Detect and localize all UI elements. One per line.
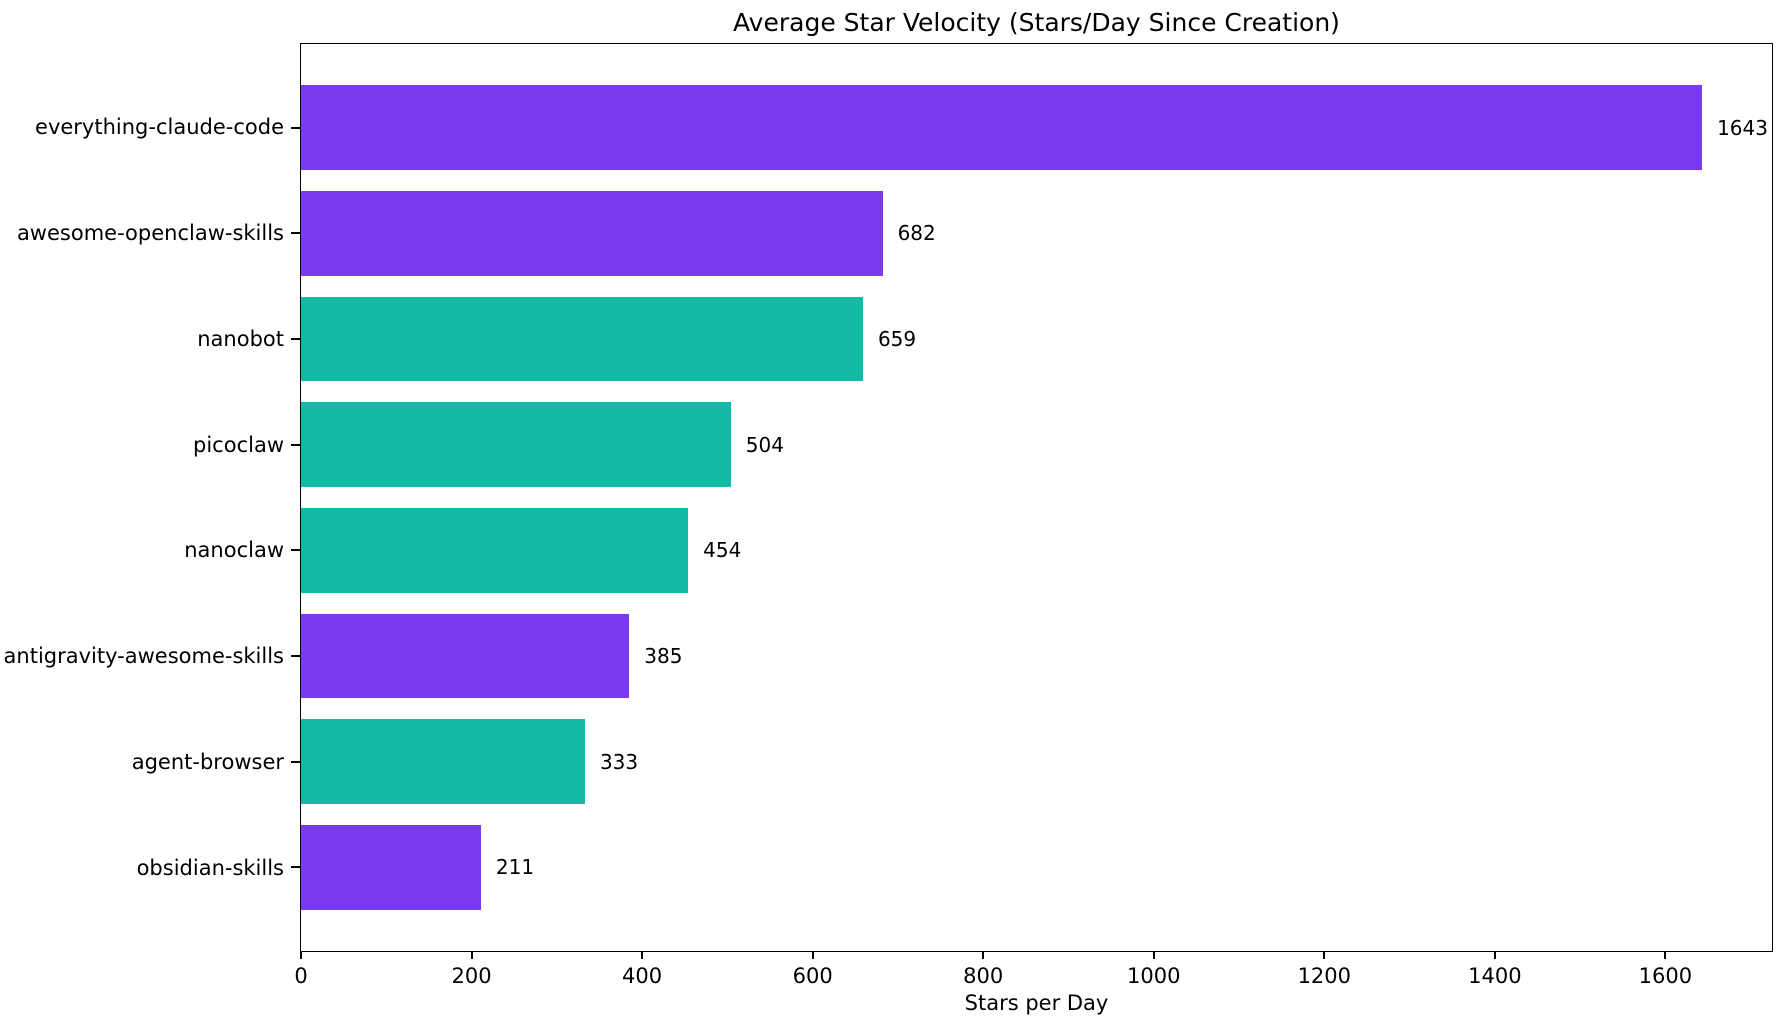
- bar: [301, 508, 689, 593]
- bar-value-label: 659: [877, 326, 917, 351]
- bar-value-label: 454: [703, 538, 742, 563]
- bar: [301, 190, 883, 276]
- bar-value-label: 333: [599, 749, 639, 774]
- bar-value-label: 1643: [1717, 115, 1768, 140]
- y-axis-tick-label: obsidian-skills: [136, 856, 284, 881]
- y-tick-mark: [291, 232, 300, 235]
- bar: [301, 85, 1703, 170]
- bar: [301, 719, 585, 805]
- x-axis-tick-label: 200: [451, 964, 492, 988]
- x-tick-mark: [1152, 951, 1155, 959]
- bar-value-label: 385: [644, 644, 683, 669]
- plot-area: 1643 682 659 504 454 385 333 211 0 200 400 600 800 10…: [291, 43, 1773, 988]
- bar: [301, 613, 630, 699]
- x-axis-tick-label: 600: [792, 964, 833, 988]
- y-axis-tick-label: awesome-openclaw-skills: [16, 220, 284, 245]
- bar-value-label: 211: [495, 855, 535, 880]
- y-axis-tick-label: nanoclaw: [184, 538, 284, 563]
- chart-title: Average Star Velocity (Stars/Day Since C…: [733, 8, 1340, 37]
- y-tick-mark: [291, 655, 300, 658]
- x-axis-tick-label: 1200: [1297, 964, 1352, 988]
- x-axis-tick-label: 400: [622, 964, 663, 988]
- x-tick-mark: [470, 951, 473, 959]
- y-axis-tick-label: agent-browser: [131, 750, 284, 775]
- x-tick-mark: [1493, 951, 1496, 959]
- x-axis-tick-label: 1400: [1468, 964, 1522, 988]
- x-axis-tick-label: 1000: [1127, 964, 1181, 988]
- bar-value-label: 682: [897, 221, 936, 246]
- y-axis-tick-label: antigravity-awesome-skills: [3, 644, 284, 669]
- x-tick-mark: [811, 951, 814, 959]
- x-axis-tick-label: 800: [963, 964, 1004, 988]
- y-tick-mark: [291, 443, 300, 446]
- y-tick-mark: [291, 866, 300, 869]
- bar: [301, 296, 863, 382]
- y-axis-tick-label: everything-claude-code: [35, 114, 284, 139]
- x-tick-mark: [300, 951, 302, 959]
- x-tick-mark: [1664, 951, 1667, 959]
- bar-value-label: 504: [745, 432, 784, 457]
- bar: [301, 825, 481, 910]
- bar: [301, 402, 731, 487]
- x-tick-mark: [1323, 951, 1326, 959]
- y-tick-mark: [291, 126, 300, 129]
- x-axis-tick-label: 0: [294, 964, 308, 988]
- x-tick-mark: [641, 951, 644, 959]
- y-tick-mark: [291, 760, 300, 763]
- y-axis-labels-layer: everything-claude-code awesome-openclaw-s…: [0, 43, 300, 952]
- x-axis-tick-label: 1600: [1638, 964, 1693, 988]
- x-tick-mark: [982, 951, 985, 959]
- x-axis-label: Stars per Day: [964, 991, 1109, 1015]
- y-tick-mark: [291, 549, 300, 552]
- y-axis-tick-label: picoclaw: [193, 432, 284, 457]
- y-tick-mark: [291, 337, 300, 340]
- y-axis-tick-label: nanobot: [197, 326, 284, 351]
